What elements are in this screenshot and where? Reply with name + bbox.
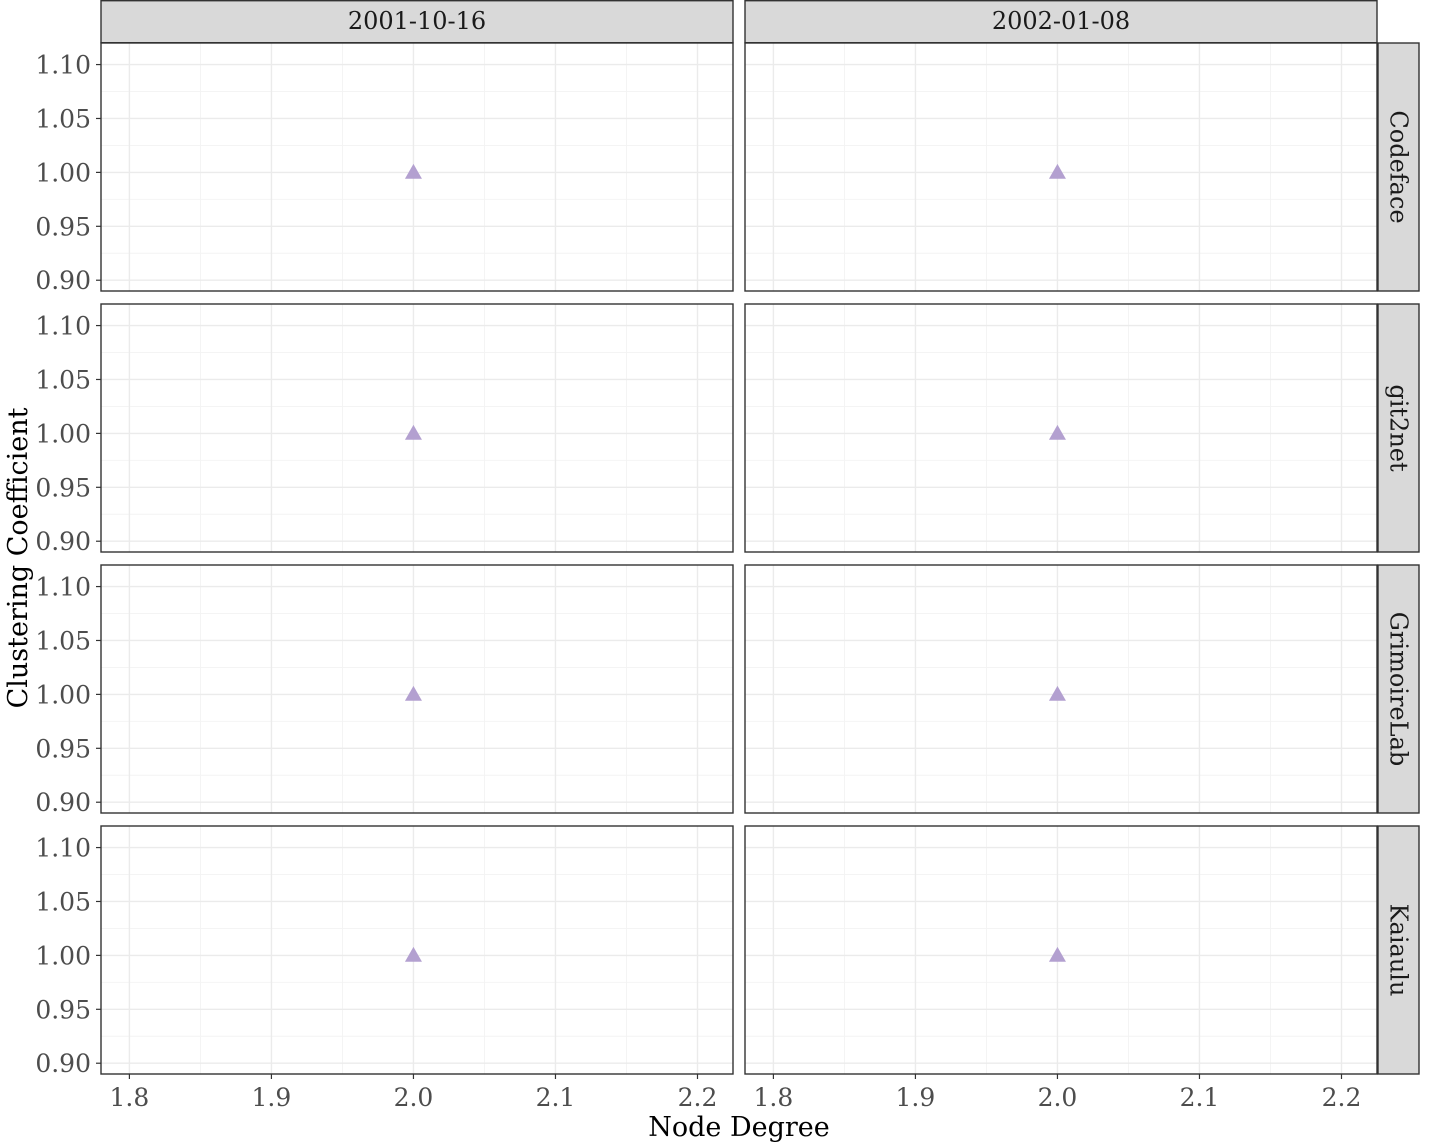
- panel-3-1: 1.8 1.9 2.0 2.1 2.2: [744, 825, 1378, 1112]
- y-tick-label: 1.00: [35, 941, 91, 970]
- panel-background: [745, 826, 1377, 1074]
- row-strip-label-3: Kaiaulu: [1385, 904, 1413, 997]
- panel-background: [101, 826, 733, 1074]
- y-tick-label: 0.95: [35, 734, 91, 763]
- data-point: [404, 424, 422, 440]
- y-tick-label: 0.90: [35, 1049, 91, 1078]
- panel-border: [744, 825, 1378, 1075]
- data-point: [404, 685, 422, 701]
- panel-border: [744, 42, 1378, 292]
- row-strip-label-2: GrimoireLab: [1385, 612, 1413, 767]
- y-tick-label: 1.00: [35, 680, 91, 709]
- panel-border: [100, 825, 734, 1075]
- y-tick-label: 0.95: [35, 212, 91, 241]
- y-tick-label: 1.00: [35, 158, 91, 187]
- y-tick-label: 1.00: [35, 419, 91, 448]
- y-tick-label: 1.05: [35, 365, 91, 394]
- x-tick-label: 1.9: [252, 1083, 292, 1112]
- x-tick-label: 2.0: [1038, 1083, 1078, 1112]
- x-tick-label: 1.9: [896, 1083, 936, 1112]
- column-strip-0: [100, 0, 734, 44]
- row-strip-0: [1377, 42, 1420, 292]
- y-tick-label: 1.05: [35, 104, 91, 133]
- data-point: [1048, 163, 1066, 179]
- x-tick-label: 1.8: [754, 1083, 794, 1112]
- panel-0-1: [744, 42, 1378, 292]
- panel-1-1: [744, 303, 1378, 553]
- panel-3-0: 0.90 0.95 1.00 1.05 1.10 1.8 1.9 2.0 2.1 2.2: [35, 825, 734, 1112]
- x-tick-label: 2.2: [678, 1083, 718, 1112]
- data-point: [1048, 685, 1066, 701]
- y-tick-label: 1.05: [35, 887, 91, 916]
- row-strip-3: [1377, 825, 1420, 1075]
- x-tick-label: 2.1: [1180, 1083, 1220, 1112]
- y-tick-label: 0.95: [35, 995, 91, 1024]
- row-strip-2: [1377, 564, 1420, 814]
- panel-2-0: 0.90 0.95 1.00 1.05 1.10: [35, 564, 734, 817]
- panel-background: [101, 304, 733, 552]
- facet-panels: 2001-10-16 2002-01-08 Codeface git2net Grimo…: [35, 0, 1420, 1112]
- panel-0-0: 0.90 0.95 1.00 1.05 1.10: [35, 42, 734, 295]
- column-strip-label-1: 2002-01-08: [992, 7, 1130, 35]
- y-axis-title: Clustering Coefficient: [3, 407, 34, 708]
- column-strip-label-0: 2001-10-16: [348, 7, 486, 35]
- x-tick-label: 2.0: [394, 1083, 434, 1112]
- y-tick-label: 0.90: [35, 266, 91, 295]
- panel-border: [744, 564, 1378, 814]
- row-strip-1: [1377, 303, 1420, 553]
- y-tick-label: 1.10: [35, 573, 91, 602]
- panel-2-1: [744, 564, 1378, 814]
- data-point: [1048, 946, 1066, 962]
- row-strip-label-1: git2net: [1385, 384, 1413, 472]
- data-point: [1048, 424, 1066, 440]
- panel-border: [100, 303, 734, 553]
- x-axis-title: Node Degree: [648, 1112, 830, 1142]
- y-tick-label: 0.90: [35, 788, 91, 817]
- x-tick-label: 2.1: [536, 1083, 576, 1112]
- panel-background: [101, 565, 733, 813]
- data-point: [404, 163, 422, 179]
- y-tick-label: 1.10: [35, 51, 91, 80]
- column-strip-1: [744, 0, 1378, 44]
- panel-border: [100, 42, 734, 292]
- panel-background: [101, 43, 733, 291]
- panel-background: [745, 43, 1377, 291]
- panel-background: [745, 565, 1377, 813]
- y-tick-label: 1.10: [35, 312, 91, 341]
- y-tick-label: 0.95: [35, 473, 91, 502]
- y-tick-label: 1.05: [35, 626, 91, 655]
- panel-background: [745, 304, 1377, 552]
- panel-1-0: 0.90 0.95 1.00 1.05 1.10: [35, 303, 734, 556]
- x-tick-label: 2.2: [1322, 1083, 1362, 1112]
- y-tick-label: 1.10: [35, 834, 91, 863]
- panel-border: [744, 303, 1378, 553]
- x-tick-label: 1.8: [110, 1083, 150, 1112]
- panel-border: [100, 564, 734, 814]
- data-point: [404, 946, 422, 962]
- row-strip-label-0: Codeface: [1385, 110, 1413, 223]
- y-tick-label: 0.90: [35, 527, 91, 556]
